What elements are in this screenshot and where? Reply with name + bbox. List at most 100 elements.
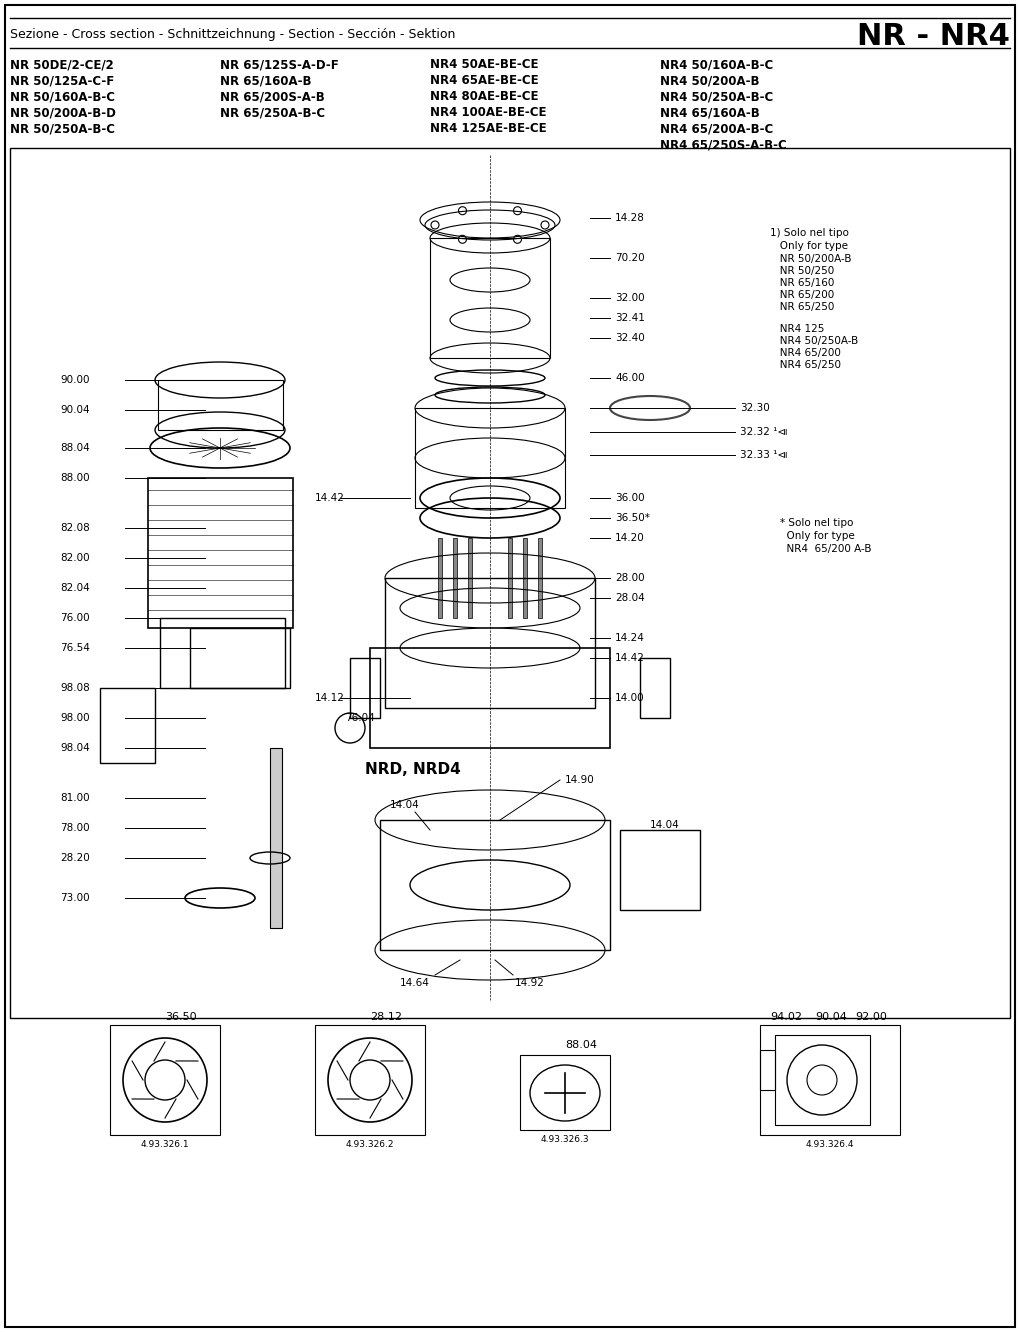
Text: 82.04: 82.04 bbox=[60, 583, 90, 593]
Bar bbox=[350, 658, 380, 718]
Text: 32.33 ¹⧏: 32.33 ¹⧏ bbox=[739, 450, 787, 460]
Text: Sezione - Cross section - Schnittzeichnung - Section - Sección - Sektion: Sezione - Cross section - Schnittzeichnu… bbox=[10, 28, 454, 41]
Text: 98.04: 98.04 bbox=[60, 743, 90, 753]
Text: 73.00: 73.00 bbox=[60, 892, 90, 903]
Text: * Solo nel tipo: * Solo nel tipo bbox=[780, 518, 853, 527]
Text: 14.12: 14.12 bbox=[315, 693, 344, 703]
Text: NR4 125: NR4 125 bbox=[769, 324, 823, 334]
Text: 32.32 ¹⧏: 32.32 ¹⧏ bbox=[739, 428, 787, 437]
Text: NR 50/200A-B: NR 50/200A-B bbox=[769, 254, 851, 264]
Text: NR 50/125A-C-F: NR 50/125A-C-F bbox=[10, 75, 114, 87]
Text: NR 65/125S-A-D-F: NR 65/125S-A-D-F bbox=[220, 59, 338, 71]
Text: 14.28: 14.28 bbox=[614, 213, 644, 222]
Bar bbox=[190, 627, 289, 689]
Bar bbox=[370, 647, 609, 749]
Text: NR4 65/200A-B-C: NR4 65/200A-B-C bbox=[659, 123, 772, 135]
Text: 4.93.326.1: 4.93.326.1 bbox=[141, 1140, 190, 1150]
Text: NRD, NRD4: NRD, NRD4 bbox=[365, 762, 461, 777]
Text: 98.00: 98.00 bbox=[60, 713, 90, 723]
Text: 28.12: 28.12 bbox=[370, 1012, 401, 1022]
Text: 14.90: 14.90 bbox=[565, 775, 594, 785]
Text: 94.02: 94.02 bbox=[769, 1012, 801, 1022]
Bar bbox=[520, 1055, 609, 1130]
Text: NR 65/200: NR 65/200 bbox=[769, 290, 834, 300]
Bar bbox=[537, 538, 541, 618]
Bar bbox=[380, 821, 609, 950]
Text: 70.20: 70.20 bbox=[614, 253, 644, 262]
Bar bbox=[148, 478, 292, 627]
Text: 90.00: 90.00 bbox=[60, 376, 90, 385]
Text: 76.54: 76.54 bbox=[60, 643, 90, 653]
Text: 14.24: 14.24 bbox=[614, 633, 644, 643]
Text: 14.04: 14.04 bbox=[389, 801, 420, 810]
Text: 14.64: 14.64 bbox=[399, 978, 429, 988]
Text: 92.00: 92.00 bbox=[854, 1012, 886, 1022]
Text: Only for type: Only for type bbox=[780, 531, 854, 541]
Text: 4.93.326.3: 4.93.326.3 bbox=[540, 1135, 589, 1144]
Text: NR4 65AE-BE-CE: NR4 65AE-BE-CE bbox=[430, 75, 538, 87]
Text: 76.04: 76.04 bbox=[344, 713, 374, 723]
Bar bbox=[507, 538, 512, 618]
Text: NR 50/250: NR 50/250 bbox=[769, 266, 834, 276]
Text: NR4 65/250: NR4 65/250 bbox=[769, 360, 841, 370]
Text: 28.20: 28.20 bbox=[60, 852, 90, 863]
Bar bbox=[620, 830, 699, 910]
Text: NR4 65/200: NR4 65/200 bbox=[769, 348, 840, 358]
Bar bbox=[158, 380, 282, 430]
Text: 46.00: 46.00 bbox=[614, 373, 644, 384]
Bar bbox=[415, 408, 565, 507]
Text: 28.04: 28.04 bbox=[614, 593, 644, 603]
Bar bbox=[759, 1050, 774, 1090]
Text: 14.42: 14.42 bbox=[614, 653, 644, 663]
Bar bbox=[452, 538, 457, 618]
Text: 90.04: 90.04 bbox=[60, 405, 90, 416]
Text: NR 50/250A-B-C: NR 50/250A-B-C bbox=[10, 123, 115, 135]
Text: NR - NR4: NR - NR4 bbox=[856, 23, 1009, 51]
Text: 32.30: 32.30 bbox=[739, 404, 769, 413]
Bar bbox=[160, 618, 284, 689]
Text: NR 65/160A-B: NR 65/160A-B bbox=[220, 75, 311, 87]
Text: NR 65/250: NR 65/250 bbox=[769, 302, 834, 312]
Text: 32.40: 32.40 bbox=[614, 333, 644, 344]
Bar bbox=[270, 749, 281, 928]
Text: NR 65/160: NR 65/160 bbox=[769, 278, 834, 288]
Text: 82.00: 82.00 bbox=[60, 553, 90, 563]
Text: NR 50DE/2-CE/2: NR 50DE/2-CE/2 bbox=[10, 59, 114, 71]
Bar bbox=[639, 658, 669, 718]
Text: NR4 80AE-BE-CE: NR4 80AE-BE-CE bbox=[430, 91, 538, 103]
Text: 88.04: 88.04 bbox=[565, 1040, 596, 1050]
Bar bbox=[523, 538, 527, 618]
Bar bbox=[468, 538, 472, 618]
Text: 4.93.326.2: 4.93.326.2 bbox=[345, 1140, 394, 1150]
Text: 32.41: 32.41 bbox=[614, 313, 644, 322]
Bar bbox=[384, 578, 594, 709]
Text: 76.00: 76.00 bbox=[60, 613, 90, 623]
Bar bbox=[10, 148, 1009, 1018]
Text: NR 65/200S-A-B: NR 65/200S-A-B bbox=[220, 91, 324, 103]
Text: 81.00: 81.00 bbox=[60, 793, 90, 803]
Text: 14.92: 14.92 bbox=[515, 978, 544, 988]
Bar bbox=[110, 1026, 220, 1135]
Text: NR4 50/250A-B-C: NR4 50/250A-B-C bbox=[659, 91, 772, 103]
Bar bbox=[437, 538, 441, 618]
Text: NR4 125AE-BE-CE: NR4 125AE-BE-CE bbox=[430, 123, 546, 135]
Text: NR4 50/160A-B-C: NR4 50/160A-B-C bbox=[659, 59, 772, 71]
Text: NR4  65/200 A-B: NR4 65/200 A-B bbox=[780, 543, 870, 554]
Text: 36.50: 36.50 bbox=[165, 1012, 197, 1022]
Text: NR4 50/200A-B: NR4 50/200A-B bbox=[659, 75, 759, 87]
Text: 90.04: 90.04 bbox=[814, 1012, 846, 1022]
Bar bbox=[774, 1035, 869, 1126]
Bar bbox=[315, 1026, 425, 1135]
Text: 28.00: 28.00 bbox=[614, 573, 644, 583]
Text: 88.00: 88.00 bbox=[60, 473, 90, 484]
Text: 78.00: 78.00 bbox=[60, 823, 90, 832]
Text: 88.04: 88.04 bbox=[60, 444, 90, 453]
Text: NR4 65/160A-B: NR4 65/160A-B bbox=[659, 107, 759, 119]
Text: NR 50/200A-B-D: NR 50/200A-B-D bbox=[10, 107, 116, 119]
Text: 36.50*: 36.50* bbox=[614, 513, 649, 523]
Bar bbox=[759, 1026, 899, 1135]
Text: NR4 100AE-BE-CE: NR4 100AE-BE-CE bbox=[430, 107, 546, 119]
Text: 4.93.326.4: 4.93.326.4 bbox=[805, 1140, 854, 1150]
Text: 14.42: 14.42 bbox=[315, 493, 344, 503]
Text: NR 50/160A-B-C: NR 50/160A-B-C bbox=[10, 91, 115, 103]
